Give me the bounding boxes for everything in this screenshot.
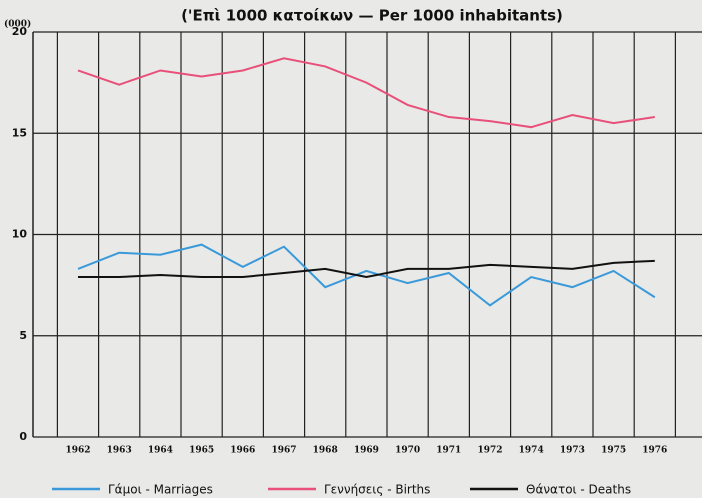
x-tick-label: 1965 <box>189 446 214 456</box>
x-tick-label: 1972 <box>477 446 502 456</box>
x-tick-label: 1975 <box>601 446 626 456</box>
x-tick-label: 1967 <box>271 446 296 456</box>
legend-label: Γάμοι - Marriages <box>108 483 213 497</box>
series-line <box>78 259 655 279</box>
y-axis-label: (000) <box>4 19 31 30</box>
series-line <box>77 57 655 129</box>
x-tick-label: 1976 <box>642 446 667 456</box>
x-tick-label: 1971 <box>436 446 461 456</box>
chart-title: ('Επὶ 1000 κατοίκων — Per 1000 inhabitan… <box>181 7 563 25</box>
x-tick-label: 1962 <box>65 446 90 456</box>
y-tick-label: 0 <box>19 430 27 443</box>
y-tick-label: 15 <box>12 126 27 139</box>
y-tick-label: 5 <box>19 329 27 342</box>
x-tick-label: 1969 <box>354 446 379 456</box>
legend-label: Γεννήσεις - Births <box>324 483 430 497</box>
x-tick-label: 1974 <box>519 446 544 456</box>
x-tick-label: 1963 <box>107 446 132 456</box>
x-tick-label: 1973 <box>560 446 585 456</box>
y-tick-label: 10 <box>12 228 28 241</box>
x-tick-label: 1970 <box>395 446 420 456</box>
x-tick-label: 1968 <box>313 446 338 456</box>
x-tick-label: 1966 <box>230 446 255 456</box>
series-line <box>77 243 656 307</box>
y-tick-label: 20 <box>12 25 28 38</box>
x-tick-label: 1964 <box>148 446 173 456</box>
legend-label: Θάνατοι - Deaths <box>526 483 631 497</box>
